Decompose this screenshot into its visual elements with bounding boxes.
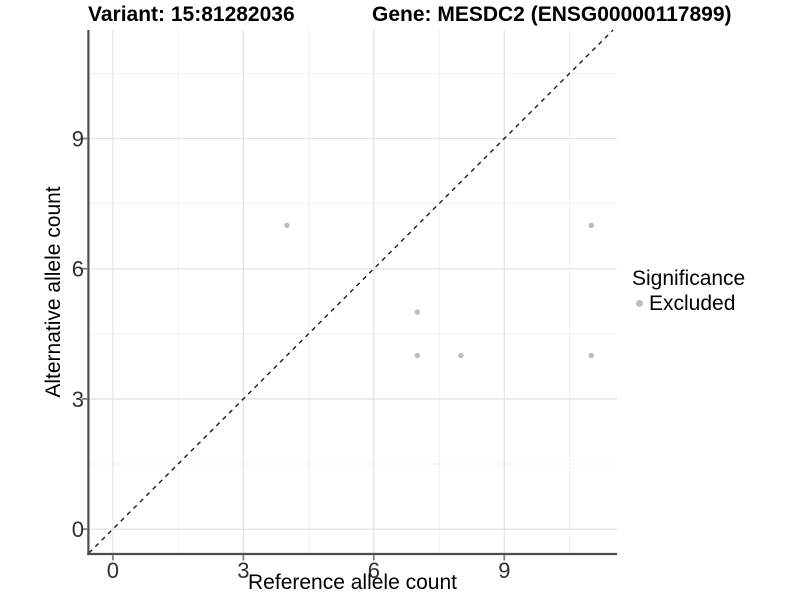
x-tick-label: 9 [498,558,510,583]
y-tick-label: 6 [72,257,84,282]
x-tick-label: 6 [368,558,380,583]
excluded-point-icon [636,300,643,307]
data-point [284,222,290,229]
y-tick-label: 0 [72,517,84,542]
data-point [458,352,464,359]
legend: Significance Excluded [630,266,745,316]
legend-title: Significance [632,267,746,290]
x-tick-label: 0 [107,558,119,583]
x-axis-label: Reference allele count [248,571,457,594]
y-tick-label: 3 [72,387,84,412]
data-point [414,352,421,359]
data-point [588,352,595,359]
data-point [414,309,421,315]
y-axis-label: Alternative allele count [42,186,65,398]
legend-entry-label: Excluded [649,292,736,315]
y-tick-label: 9 [72,127,84,152]
legend-entry-excluded: Excluded [630,291,745,316]
x-tick-label: 3 [237,558,249,583]
variant-title: Variant: 15:81282036 [88,3,295,26]
identity-dashed-line [88,29,614,554]
data-point [588,222,595,229]
gene-title: Gene: MESDC2 (ENSG00000117899) [372,3,732,26]
